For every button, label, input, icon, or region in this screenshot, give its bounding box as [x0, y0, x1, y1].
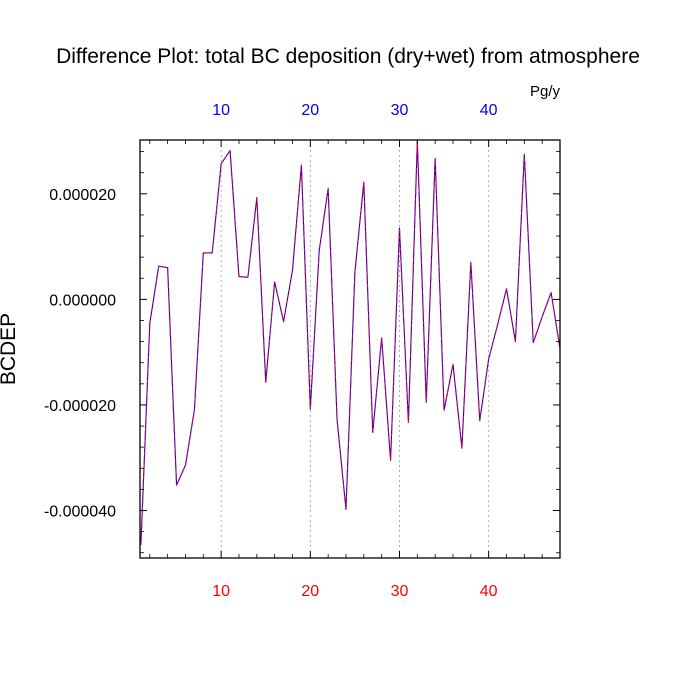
- x-tick-label-bottom: 20: [301, 583, 319, 600]
- x-tick-labels-top: 10 20 30 40: [212, 102, 497, 119]
- plot-frame: [139, 139, 561, 559]
- x-tick-label-top: 40: [480, 102, 498, 119]
- x-tick-label-top: 10: [212, 102, 230, 119]
- axis-ticks: [140, 140, 561, 558]
- data-series: [140, 140, 561, 545]
- x-tick-label-top: 20: [301, 102, 319, 119]
- grid-lines: [220, 140, 490, 558]
- x-tick-label-top: 30: [391, 102, 409, 119]
- y-tick-labels: -0.000040 -0.000020 0.000000 0.000020: [44, 187, 116, 521]
- series-line-dash: [140, 140, 561, 545]
- series-line: [140, 140, 561, 545]
- units-label: Pg/y: [530, 83, 561, 100]
- y-axis-label: BCDEP: [0, 313, 20, 385]
- y-tick-label: -0.000020: [44, 398, 116, 415]
- x-tick-label-bottom: 40: [480, 583, 498, 600]
- y-tick-label: 0.000020: [49, 187, 116, 204]
- y-tick-label: 0.000000: [49, 292, 116, 309]
- x-tick-label-bottom: 10: [212, 583, 230, 600]
- y-tick-label: -0.000040: [44, 504, 116, 521]
- chart-title: Difference Plot: total BC deposition (dr…: [56, 45, 640, 68]
- x-tick-label-bottom: 30: [391, 583, 409, 600]
- x-tick-labels-bottom: 10 20 30 40: [212, 583, 497, 600]
